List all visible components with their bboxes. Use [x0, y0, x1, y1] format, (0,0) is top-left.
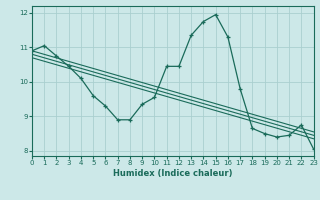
X-axis label: Humidex (Indice chaleur): Humidex (Indice chaleur): [113, 169, 233, 178]
